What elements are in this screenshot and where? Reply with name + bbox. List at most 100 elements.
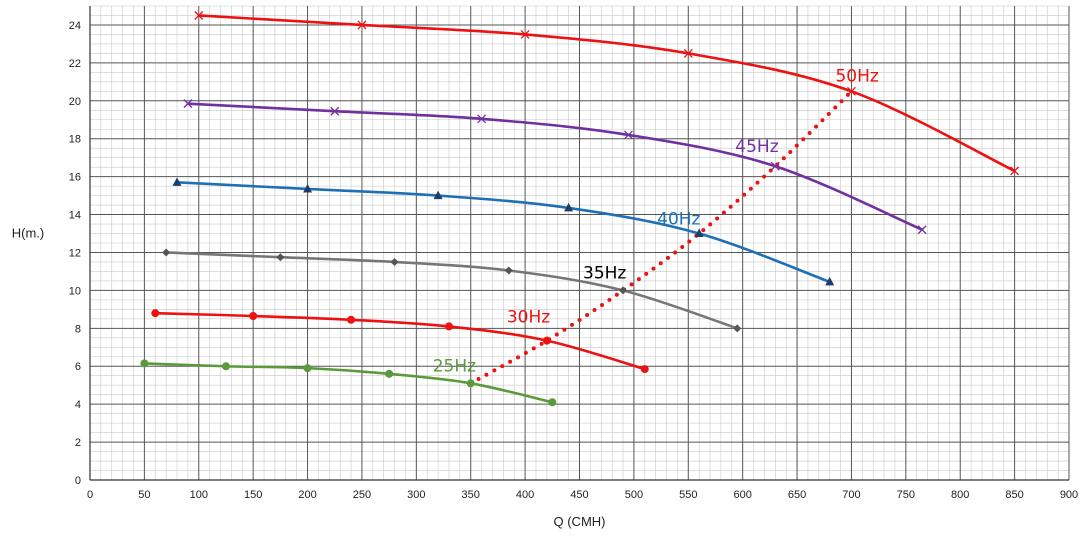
x-axis-title: Q (CMH) xyxy=(554,514,606,529)
marker-triangle-40Hz xyxy=(433,190,443,200)
y-tick-label: 18 xyxy=(69,134,81,146)
marker-stroke xyxy=(770,161,780,171)
curve-25Hz xyxy=(144,362,553,404)
marker-stroke xyxy=(183,99,193,109)
y-tick-label: 24 xyxy=(69,20,81,32)
marker-circle-30Hz xyxy=(640,365,649,374)
marker-circle-25Hz xyxy=(385,369,394,378)
x-tick-label: 50 xyxy=(138,489,150,501)
x-tick-label: 250 xyxy=(353,489,371,501)
marker-x-50Hz xyxy=(1010,166,1020,176)
marker-stroke xyxy=(520,29,530,39)
marker-stroke xyxy=(623,130,633,140)
curve-30Hz xyxy=(155,311,646,371)
curve-40Hz xyxy=(176,181,831,284)
x-tick-label: 900 xyxy=(1060,489,1078,501)
marker-circle-30Hz xyxy=(249,311,258,320)
marker-circle-30Hz xyxy=(151,309,160,318)
marker-x-50Hz xyxy=(194,11,204,20)
x-tick-label: 100 xyxy=(190,489,208,501)
marker-circle-25Hz xyxy=(140,359,149,368)
marker-x-50Hz xyxy=(520,29,530,39)
x-tick-label: 600 xyxy=(733,489,751,501)
marker-circle-30Hz xyxy=(444,322,453,331)
marker-circle-25Hz xyxy=(548,398,557,407)
x-tick-label: 0 xyxy=(87,489,93,501)
curve-50Hz xyxy=(198,14,1016,173)
marker-x-45Hz xyxy=(183,99,193,109)
y-tick-label: 16 xyxy=(69,172,81,184)
marker-diamond-35Hz xyxy=(162,248,171,257)
y-tick-label: 22 xyxy=(69,58,81,70)
x-tick-label: 550 xyxy=(679,489,697,501)
marker-x-45Hz xyxy=(330,106,340,116)
system-curve xyxy=(468,89,854,386)
y-tick-label: 20 xyxy=(69,96,81,108)
annotation-50Hz: 50Hz xyxy=(835,66,878,86)
x-tick-labels: 0 50 100 150 200 250 300 350 400 450 500 550 600 650 7… xyxy=(87,489,1078,501)
y-tick-label: 4 xyxy=(75,399,81,411)
marker-stroke xyxy=(477,114,487,124)
x-tick-label: 750 xyxy=(897,489,915,501)
major-grid xyxy=(89,6,1070,481)
x-tick-label: 150 xyxy=(244,489,262,501)
x-tick-label: 450 xyxy=(570,489,588,501)
marker-stroke xyxy=(357,20,367,30)
marker-stroke xyxy=(917,225,927,235)
marker-x-50Hz xyxy=(357,20,367,30)
marker-diamond-35Hz xyxy=(619,286,628,295)
y-tick-label: 10 xyxy=(69,285,81,297)
marker-stroke xyxy=(683,48,693,58)
annotation-45Hz: 45Hz xyxy=(735,137,778,157)
x-tick-label: 300 xyxy=(407,489,425,501)
marker-x-45Hz xyxy=(770,161,780,171)
marker-stroke xyxy=(194,11,204,20)
annotation-35Hz: 35Hz xyxy=(583,263,626,283)
marker-triangle-40Hz xyxy=(564,202,574,212)
marker-circle-30Hz xyxy=(347,315,356,324)
marker-triangle-40Hz xyxy=(303,183,313,193)
marker-diamond-35Hz xyxy=(733,324,742,333)
curve-45Hz xyxy=(187,102,923,231)
pump-curves xyxy=(144,14,1016,404)
annotation-25Hz: 25Hz xyxy=(433,356,476,376)
axes xyxy=(89,6,1069,481)
x-tick-label: 400 xyxy=(516,489,534,501)
annotation-40Hz: 40Hz xyxy=(657,210,700,230)
x-tick-label: 700 xyxy=(842,489,860,501)
marker-triangle-40Hz xyxy=(694,228,704,238)
y-tick-label: 6 xyxy=(75,361,81,373)
frequency-annotations: 50Hz 45Hz 40Hz 35Hz 30Hz 25Hz xyxy=(433,66,879,376)
marker-circle-25Hz xyxy=(466,379,475,388)
data-markers xyxy=(140,11,1020,407)
marker-stroke xyxy=(846,86,856,96)
y-tick-label: 2 xyxy=(75,437,81,449)
x-tick-label: 850 xyxy=(1005,489,1023,501)
y-tick-label: 8 xyxy=(75,323,81,335)
marker-x-45Hz xyxy=(623,130,633,140)
y-tick-label: 14 xyxy=(69,210,81,222)
marker-x-45Hz xyxy=(477,114,487,124)
marker-stroke xyxy=(1010,166,1020,176)
marker-circle-25Hz xyxy=(303,364,312,373)
x-tick-label: 200 xyxy=(298,489,316,501)
marker-x-50Hz xyxy=(683,48,693,58)
marker-diamond-35Hz xyxy=(390,257,399,266)
x-tick-label: 650 xyxy=(788,489,806,501)
marker-stroke xyxy=(330,106,340,116)
x-tick-label: 800 xyxy=(951,489,969,501)
marker-circle-30Hz xyxy=(542,336,551,345)
annotation-30Hz: 30Hz xyxy=(507,308,550,328)
x-tick-label: 350 xyxy=(462,489,480,501)
system-curve-line xyxy=(468,89,854,386)
y-axis-title: H(m.) xyxy=(12,226,45,241)
marker-triangle-40Hz xyxy=(825,276,835,286)
x-tick-label: 500 xyxy=(625,489,643,501)
marker-triangle-40Hz xyxy=(172,177,182,186)
y-tick-label: 12 xyxy=(69,247,81,259)
marker-circle-25Hz xyxy=(221,362,230,371)
marker-x-50Hz xyxy=(846,86,856,96)
marker-diamond-35Hz xyxy=(504,266,513,275)
